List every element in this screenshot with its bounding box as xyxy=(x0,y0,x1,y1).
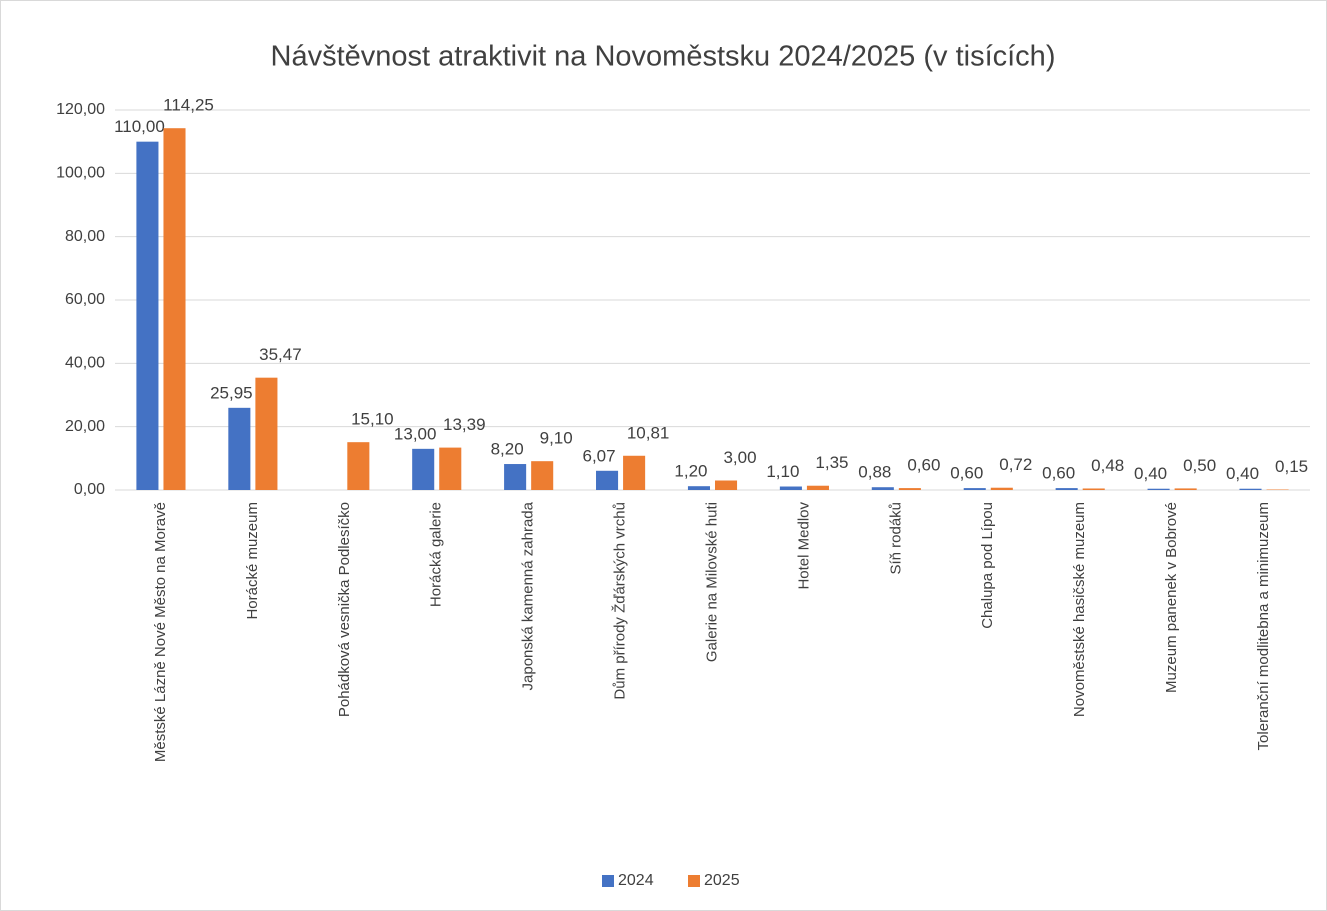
bar xyxy=(1147,488,1170,490)
value-label: 15,10 xyxy=(351,410,394,429)
bar xyxy=(871,487,894,490)
value-label: 110,00 xyxy=(114,117,165,136)
value-label: 25,95 xyxy=(210,383,253,402)
bar xyxy=(806,485,829,490)
bar xyxy=(163,128,186,491)
x-tick-label: Novoměstské hasičské muzeum xyxy=(1071,502,1088,717)
y-tick-label: 120,00 xyxy=(56,101,105,118)
legend-label: 2024 xyxy=(618,872,654,889)
value-label: 1,10 xyxy=(766,462,799,481)
x-tick-label: Síň rodáků xyxy=(887,502,904,575)
x-tick-label: Hotel Medlov xyxy=(795,502,812,590)
chart-title: Návštěvnost atraktivit na Novoměstsku 20… xyxy=(271,41,1056,73)
bar xyxy=(715,480,738,490)
value-label: 0,60 xyxy=(907,456,940,475)
bar xyxy=(228,407,251,490)
bar xyxy=(439,447,462,490)
x-tick-label: Pohádková vesnička Podlesíčko xyxy=(336,502,353,717)
x-tick-label: Horácké muzeum xyxy=(244,502,261,620)
value-label: 1,35 xyxy=(815,453,848,472)
value-label: 13,39 xyxy=(443,415,486,434)
legend-label: 2025 xyxy=(704,872,740,889)
y-tick-label: 100,00 xyxy=(56,165,105,182)
value-label: 8,20 xyxy=(491,440,524,459)
bar xyxy=(1055,488,1078,490)
x-tick-label: Galerie na Milovské huti xyxy=(703,502,720,662)
bar xyxy=(1174,488,1197,490)
value-label: 0,40 xyxy=(1226,464,1259,483)
value-label: 1,20 xyxy=(674,462,707,481)
value-label: 114,25 xyxy=(163,96,214,115)
value-label: 0,50 xyxy=(1183,456,1216,475)
bar xyxy=(963,488,986,490)
x-tick-label: Chalupa pod Lípou xyxy=(979,502,996,629)
x-tick-label: Japonská kamenná zahrada xyxy=(520,501,537,690)
value-label: 10,81 xyxy=(627,423,670,442)
legend-swatch xyxy=(602,875,614,887)
value-label: 0,60 xyxy=(950,464,983,483)
x-tick-label: Toleranční modlitebna a minimuzeum xyxy=(1255,502,1272,750)
bar xyxy=(779,486,802,490)
y-tick-label: 40,00 xyxy=(65,355,105,372)
bar xyxy=(1082,488,1105,490)
value-label: 0,88 xyxy=(858,463,891,482)
bar xyxy=(531,461,554,490)
y-tick-label: 80,00 xyxy=(65,228,105,245)
value-label: 0,60 xyxy=(1042,464,1075,483)
value-label: 6,07 xyxy=(582,446,615,465)
bar xyxy=(623,455,646,490)
bar xyxy=(255,377,278,490)
bar xyxy=(347,442,370,490)
bar xyxy=(687,486,710,490)
bar xyxy=(990,487,1013,490)
y-tick-label: 0,00 xyxy=(74,481,105,498)
x-tick-label: Městské Lázně Nové Město na Moravě xyxy=(152,502,169,762)
value-label: 9,10 xyxy=(540,429,573,448)
bar xyxy=(1239,488,1262,490)
x-tick-label: Dům přírody Žďárských vrchů xyxy=(612,502,629,700)
x-tick-label: Muzeum panenek v Bobrové xyxy=(1163,502,1180,693)
bar xyxy=(136,141,159,490)
bar xyxy=(596,470,619,490)
value-label: 0,72 xyxy=(999,455,1032,474)
value-label: 0,48 xyxy=(1091,456,1124,475)
bar xyxy=(412,448,435,490)
value-label: 35,47 xyxy=(259,345,302,364)
bar xyxy=(504,464,527,490)
value-label: 13,00 xyxy=(394,424,437,443)
y-tick-label: 60,00 xyxy=(65,291,105,308)
value-label: 0,40 xyxy=(1134,464,1167,483)
value-label: 0,15 xyxy=(1275,457,1308,476)
value-label: 3,00 xyxy=(723,448,756,467)
y-tick-label: 20,00 xyxy=(65,418,105,435)
legend-swatch xyxy=(688,875,700,887)
x-tick-label: Horácká galerie xyxy=(428,502,445,607)
bar xyxy=(898,488,921,490)
